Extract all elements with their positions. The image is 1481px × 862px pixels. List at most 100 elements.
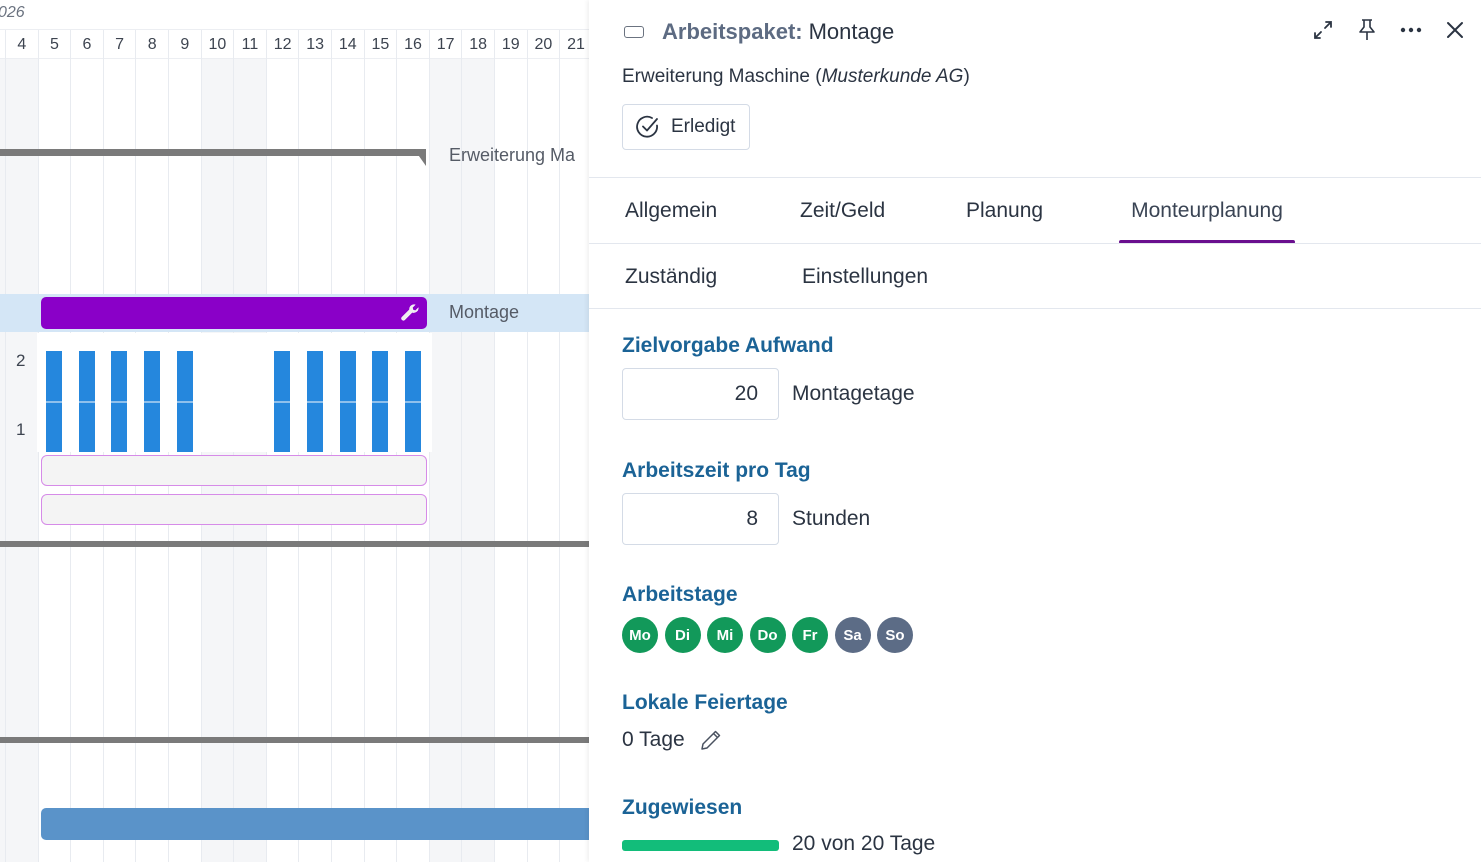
day-column	[0, 59, 5, 862]
day-header-cell: 4	[5, 30, 38, 60]
expand-icon[interactable]	[1311, 18, 1335, 42]
load-bar-separator	[404, 400, 421, 403]
group-separator-1	[0, 541, 590, 547]
load-bar-separator	[176, 400, 193, 403]
assigned-progress-text: 20 von 20 Tage	[792, 832, 936, 855]
day-header-cell: 5	[37, 30, 71, 60]
day-header-cell: 7	[102, 30, 136, 60]
load-bar-separator	[372, 400, 389, 403]
summary-bar-end	[414, 149, 426, 166]
day-toggle-mo[interactable]: Mo	[622, 617, 658, 653]
day-header-cell: 15	[363, 30, 397, 60]
task-label: Montage	[449, 302, 520, 322]
target-effort-input[interactable]	[622, 368, 779, 420]
load-bar-separator	[306, 400, 323, 403]
hours-per-day-unit: Stunden	[792, 507, 871, 530]
day-header-cell: 13	[298, 30, 331, 60]
holidays-value: 0 Tage	[622, 728, 685, 751]
task-bar-blue[interactable]	[41, 808, 590, 840]
status-button[interactable]: Erledigt	[622, 104, 751, 150]
tabs-row-1: Allgemein Zeit/Geld Planung Monteurplanu…	[589, 177, 1481, 244]
title-name: Montage	[808, 19, 895, 44]
day-header-cell: 21	[559, 30, 590, 60]
assigned-progress-bar	[622, 840, 779, 851]
workdays-toggles: Mo Di Mi Do Fr Sa So	[622, 617, 913, 653]
customer-name: Musterkunde AG	[821, 66, 964, 87]
resource-slot-1[interactable]	[41, 455, 427, 486]
day-column	[526, 59, 560, 862]
day-column	[37, 59, 71, 862]
day-column	[559, 59, 590, 862]
day-header-cell: 19	[494, 30, 527, 60]
hours-per-day-input[interactable]	[622, 493, 779, 545]
gantt-chart: 026 4 5 6 7 8 9 10 11 12 13 14 15 16 17 18 19 20 21 Erwei…	[0, 0, 590, 862]
day-toggle-fr[interactable]: Fr	[792, 617, 828, 653]
holidays-label: Lokale Feiertage	[622, 691, 788, 714]
day-header-cell: 20	[526, 30, 560, 60]
pin-icon[interactable]	[1355, 18, 1379, 42]
day-toggle-sa[interactable]: Sa	[834, 617, 871, 653]
project-name: Erweiterung Maschine (	[622, 66, 822, 87]
load-bar-separator	[111, 400, 128, 403]
day-column	[428, 59, 462, 862]
day-header-cell: 17	[428, 30, 462, 60]
more-icon[interactable]	[1399, 18, 1423, 42]
day-column	[494, 59, 527, 862]
day-toggle-do[interactable]: Do	[749, 617, 786, 653]
wrench-icon	[401, 304, 419, 321]
load-bar-separator	[339, 400, 356, 403]
assigned-label: Zugewiesen	[622, 796, 743, 819]
summary-label: Erweiterung Ma	[449, 145, 576, 165]
hours-per-day-label: Arbeitszeit pro Tag	[622, 459, 811, 482]
holidays-row: 0 Tage	[622, 728, 723, 752]
close-icon[interactable]	[1443, 18, 1467, 42]
panel-title: Arbeitspaket: Montage	[624, 19, 894, 45]
day-header-cell: 14	[331, 30, 364, 60]
day-toggle-mi[interactable]: Mi	[707, 617, 743, 653]
pencil-icon[interactable]	[699, 728, 723, 752]
load-bar-separator	[46, 400, 63, 403]
status-label: Erledigt	[671, 116, 736, 137]
day-header-cell: 9	[168, 30, 201, 60]
day-column	[461, 59, 494, 862]
day-header-cell: 16	[396, 30, 429, 60]
load-bar-separator	[143, 400, 160, 403]
day-column	[5, 59, 38, 862]
load-bar-separator	[274, 400, 291, 403]
tabs-divider	[589, 308, 1481, 309]
day-header-cell: 6	[70, 30, 103, 60]
tab-monteurplanung[interactable]: Monteurplanung	[1119, 178, 1295, 244]
target-effort-label: Zielvorgabe Aufwand	[622, 334, 834, 357]
load-chart-area	[37, 333, 432, 452]
resource-slot-2[interactable]	[41, 494, 427, 525]
y-tick-1: 1	[16, 420, 26, 439]
tab-planung[interactable]: Planung	[966, 199, 1044, 222]
day-header-cell: 12	[265, 30, 299, 60]
day-toggle-so[interactable]: So	[877, 617, 913, 653]
header-actions	[1311, 18, 1467, 42]
year-label: 026	[0, 4, 25, 21]
tab-zustaendig[interactable]: Zuständig	[625, 265, 718, 288]
project-subtitle[interactable]: Erweiterung Maschine (Musterkunde AG)	[622, 66, 970, 88]
day-header: 4 5 6 7 8 9 10 11 12 13 14 15 16 17 18 19 20 21	[0, 29, 590, 60]
detail-panel: Arbeitspaket: Montage Erweiterung Maschi…	[589, 0, 1481, 862]
task-bar-montage[interactable]	[41, 297, 427, 329]
day-toggle-di[interactable]: Di	[664, 617, 701, 653]
tab-einstellungen[interactable]: Einstellungen	[802, 265, 929, 288]
load-bar-separator	[78, 400, 95, 403]
workdays-label: Arbeitstage	[622, 583, 738, 606]
group-separator-2	[0, 737, 590, 743]
summary-bar[interactable]	[0, 149, 426, 156]
check-circle-icon	[636, 115, 658, 138]
work-package-icon	[624, 26, 644, 38]
day-header-cell: 11	[233, 30, 266, 60]
tabs-row-2: Zuständig Einstellungen	[589, 243, 1481, 309]
day-header-cell: 18	[461, 30, 494, 60]
y-tick-2: 2	[16, 351, 26, 370]
title-type: Arbeitspaket:	[662, 19, 803, 44]
day-header-cell: 10	[200, 30, 234, 60]
tab-allgemein[interactable]: Allgemein	[625, 199, 718, 222]
day-header-cell: 8	[135, 30, 168, 60]
tab-zeit-geld[interactable]: Zeit/Geld	[800, 199, 886, 222]
subtitle-end: )	[963, 66, 970, 87]
